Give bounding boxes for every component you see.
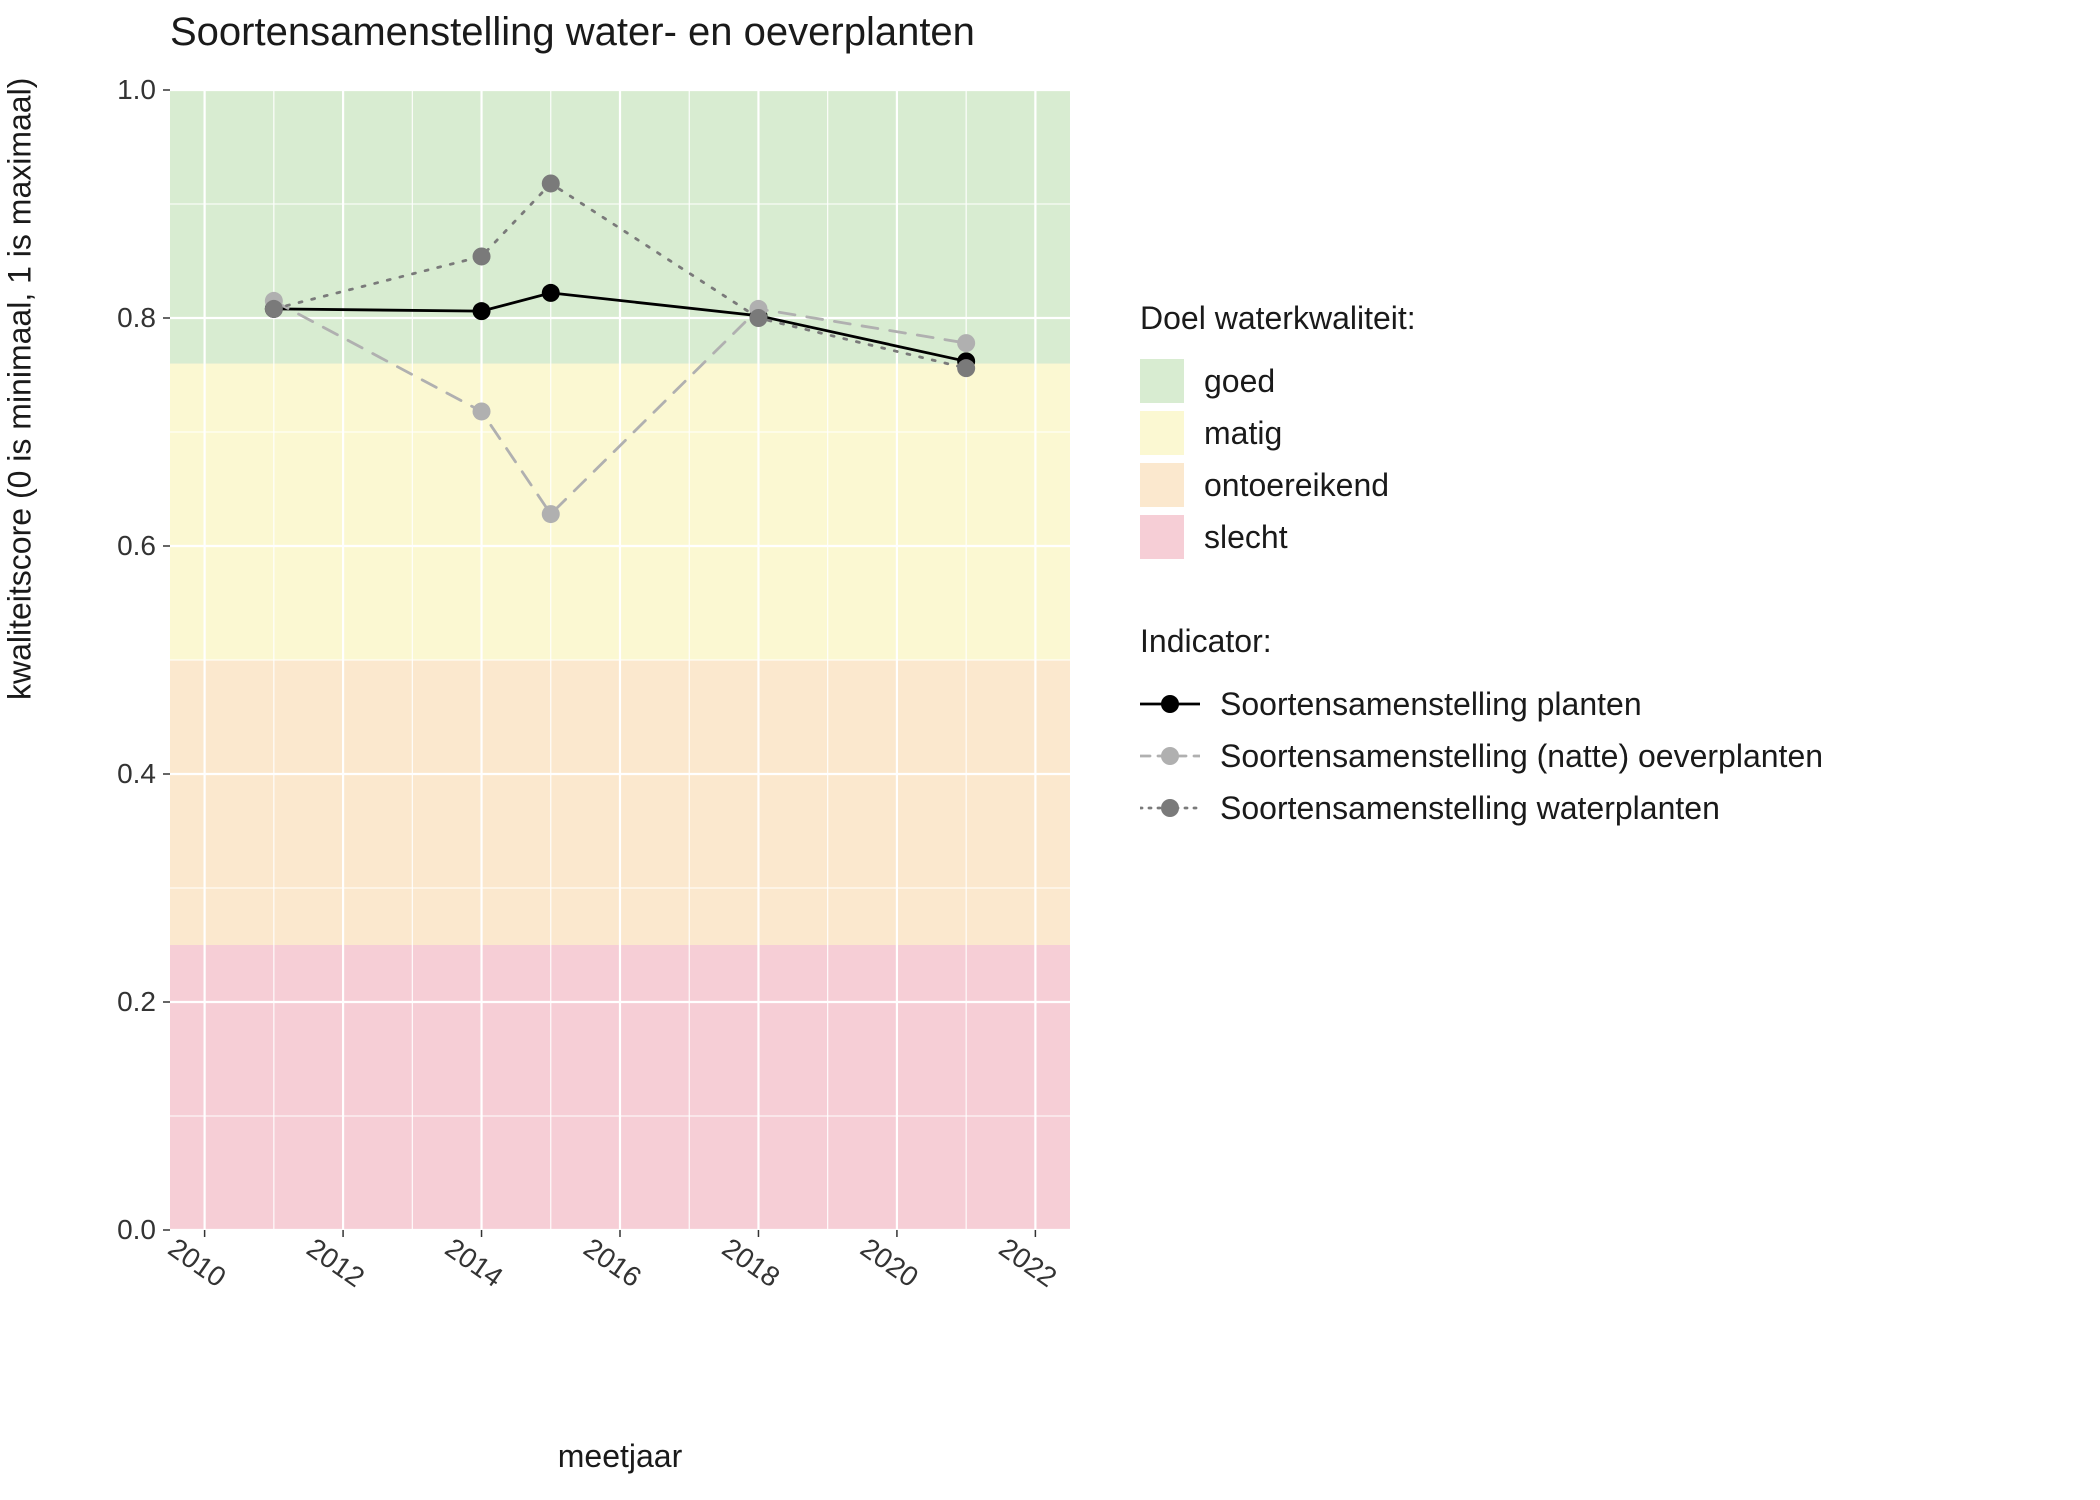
- xtick-label: 2020: [855, 1232, 924, 1293]
- legend-band-label: matig: [1204, 415, 1282, 452]
- page: Soortensamenstelling water- en oeverplan…: [0, 0, 2100, 1500]
- xtick-label-group: 2018: [717, 1232, 786, 1293]
- series-point: [542, 174, 560, 192]
- xtick-label: 2014: [440, 1232, 509, 1293]
- plot-area: 0.00.20.40.60.81.02010201220142016201820…: [170, 80, 1070, 1340]
- legend-band-label: slecht: [1204, 519, 1288, 556]
- series-point: [542, 505, 560, 523]
- legend-series-swatch: [1140, 689, 1200, 719]
- legend-series-title: Indicator:: [1140, 623, 1823, 660]
- series-point: [957, 359, 975, 377]
- chart-title: Soortensamenstelling water- en oeverplan…: [170, 10, 975, 55]
- legend-band-swatch: [1140, 359, 1184, 403]
- x-axis-label: meetjaar: [558, 1438, 683, 1475]
- xtick-label-group: 2012: [301, 1232, 370, 1293]
- legend-series-item: Soortensamenstelling (natte) oeverplante…: [1140, 730, 1823, 782]
- legend-series-label: Soortensamenstelling (natte) oeverplante…: [1220, 738, 1823, 775]
- ytick-label: 0.0: [117, 1214, 156, 1245]
- xtick-label-group: 2020: [855, 1232, 924, 1293]
- y-axis-label: kwaliteitscore (0 is minimaal, 1 is maxi…: [2, 78, 39, 700]
- xtick-label: 2022: [994, 1232, 1063, 1293]
- series-point: [542, 284, 560, 302]
- series-point: [473, 302, 491, 320]
- legend-band-swatch: [1140, 411, 1184, 455]
- ytick-label: 0.2: [117, 986, 156, 1017]
- series-point: [265, 300, 283, 318]
- legend-band-item: matig: [1140, 407, 1823, 459]
- legend-band-label: goed: [1204, 363, 1275, 400]
- xtick-label: 2010: [163, 1232, 232, 1293]
- legend-series-item: Soortensamenstelling waterplanten: [1140, 782, 1823, 834]
- legend-series-swatch: [1140, 741, 1200, 771]
- legend-band-item: ontoereikend: [1140, 459, 1823, 511]
- legend-band-swatch: [1140, 463, 1184, 507]
- series-point: [957, 334, 975, 352]
- series-point: [473, 402, 491, 420]
- xtick-label: 2016: [578, 1232, 647, 1293]
- ytick-label: 0.6: [117, 530, 156, 561]
- legend-series-label: Soortensamenstelling waterplanten: [1220, 790, 1720, 827]
- legend-bands-title: Doel waterkwaliteit:: [1140, 300, 1823, 337]
- series-point: [473, 247, 491, 265]
- series-point: [749, 309, 767, 327]
- xtick-label: 2012: [301, 1232, 370, 1293]
- plot-svg: 0.00.20.40.60.81.02010201220142016201820…: [170, 80, 1070, 1340]
- legend-series-label: Soortensamenstelling planten: [1220, 686, 1642, 723]
- legend: Doel waterkwaliteit: goed matig ontoereike…: [1140, 300, 1823, 834]
- xtick-label-group: 2010: [163, 1232, 232, 1293]
- legend-series: Soortensamenstelling planten Soortensamen…: [1140, 678, 1823, 834]
- ytick-label: 0.4: [117, 758, 156, 789]
- legend-band-item: goed: [1140, 355, 1823, 407]
- legend-bands: goed matig ontoereikend slecht: [1140, 355, 1823, 563]
- legend-series-swatch: [1140, 793, 1200, 823]
- xtick-label: 2018: [717, 1232, 786, 1293]
- ytick-label: 0.8: [117, 302, 156, 333]
- legend-band-item: slecht: [1140, 511, 1823, 563]
- legend-series-item: Soortensamenstelling planten: [1140, 678, 1823, 730]
- legend-band-swatch: [1140, 515, 1184, 559]
- legend-band-label: ontoereikend: [1204, 467, 1389, 504]
- xtick-label-group: 2016: [578, 1232, 647, 1293]
- xtick-label-group: 2022: [994, 1232, 1063, 1293]
- ytick-label: 1.0: [117, 74, 156, 105]
- xtick-label-group: 2014: [440, 1232, 509, 1293]
